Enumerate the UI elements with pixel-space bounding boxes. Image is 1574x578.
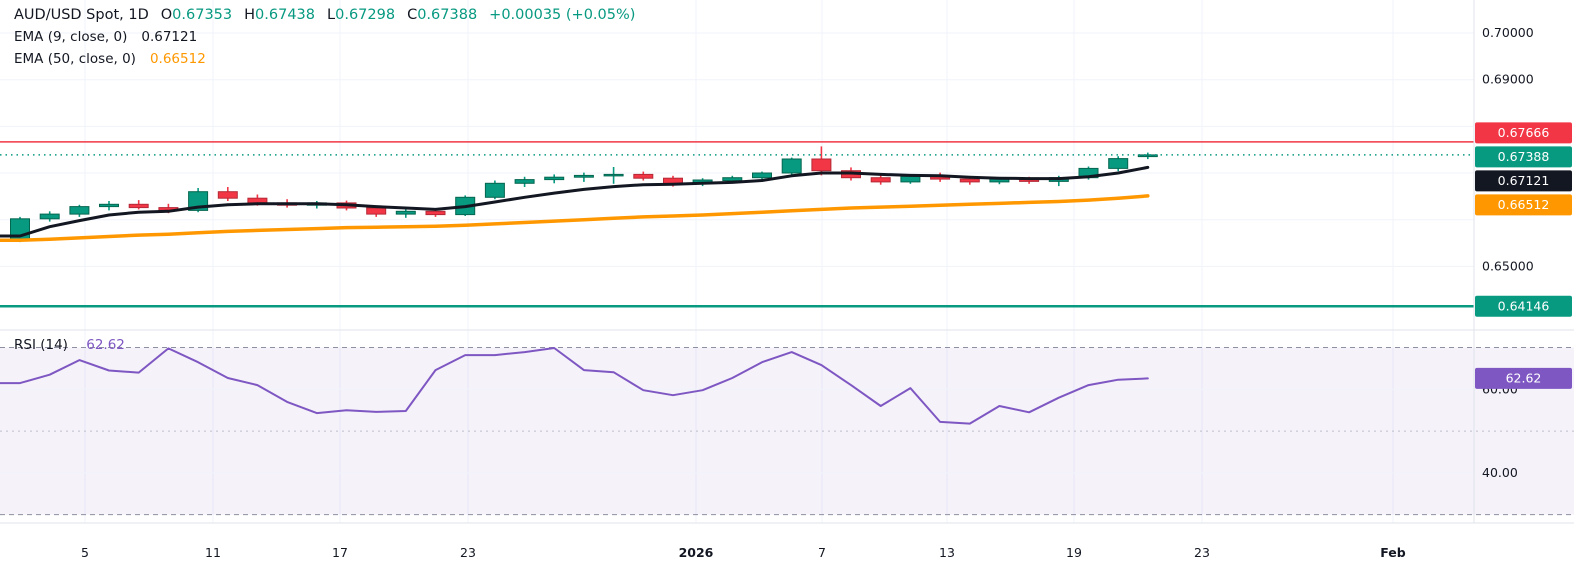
candle-body [366,207,387,215]
high-value: 0.67438 [255,7,316,23]
open-pair: O0.67353 [161,7,232,23]
rsi-label: RSI (14) [14,337,68,353]
time-axis-label: 5 [81,545,89,560]
high-pair: H0.67438 [244,7,315,23]
symbol-title: AUD/USD Spot, 1D [14,7,149,23]
price-badge [1475,170,1572,192]
candle-body [69,206,90,215]
price-badge [1475,122,1572,144]
time-axis-label: 13 [939,545,955,560]
candle-body [217,191,238,199]
candle-body [247,197,268,204]
price-badge-text: 0.67388 [1498,149,1550,164]
candle-body [959,178,980,183]
candle-body [633,173,654,179]
price-badge-text: 0.66512 [1498,197,1550,212]
candle-body [870,177,891,183]
time-axis-label: 2026 [679,545,714,560]
price-axis-label: 0.65000 [1482,258,1534,273]
candle-body [573,174,594,178]
price-badge [1475,146,1572,168]
candle-body [425,210,446,216]
ema50-value: 0.66512 [149,51,206,67]
time-axis-label: 23 [460,545,476,560]
high-label: H [244,7,256,23]
rsi-line [0,347,1149,425]
candle-body [811,158,832,172]
rsi-badge [1475,367,1572,389]
candle-body [781,158,802,174]
close-label: C [407,7,418,23]
open-value: 0.67353 [172,7,233,23]
price-badge-text: 0.67121 [1498,173,1550,188]
close-pair: C0.67388 [407,7,477,23]
rsi-axis-label: 40.00 [1482,465,1518,480]
rsi-legend-row[interactable]: RSI (14) 62.62 [14,337,125,353]
price-badge [1475,194,1572,216]
candle-body [484,182,505,198]
candle-body [752,172,772,179]
ema9-value: 0.67121 [141,29,198,45]
low-pair: L0.67298 [327,7,395,23]
change-value: +0.00035 (+0.05%) [489,7,636,23]
candle-body [603,173,624,177]
candle-body [544,176,565,181]
candle-body [1108,158,1129,169]
open-label: O [160,7,173,23]
ema9-label: EMA (9, close, 0) [14,29,128,45]
ema50-line [0,194,1150,242]
price-badge-text: 0.64146 [1498,299,1550,314]
time-axis-label: Feb [1380,545,1406,560]
low-value: 0.67298 [335,7,396,23]
time-axis-label: 23 [1194,545,1210,560]
rsi-badge-text: 62.62 [1506,371,1542,386]
candle-body [99,203,119,208]
ema9-line [0,165,1150,238]
ema9-legend-row[interactable]: EMA (9, close, 0) 0.67121 [14,29,635,45]
candle-body [722,177,743,181]
price-axis-label: 0.69000 [1482,72,1534,87]
ema50-legend-row[interactable]: EMA (50, close, 0) 0.66512 [14,51,635,67]
candle-body [514,179,535,184]
time-axis-label: 11 [205,545,221,560]
time-axis-label: 17 [332,545,348,560]
price-badge-text: 0.67666 [1498,125,1550,140]
low-label: L [327,7,336,23]
legend: AUD/USD Spot, 1D O0.67353 H0.67438 L0.67… [14,7,635,73]
candle-body [900,175,921,183]
price-axis-label: 0.70000 [1482,25,1534,40]
symbol-legend-row[interactable]: AUD/USD Spot, 1D O0.67353 H0.67438 L0.67… [14,7,635,23]
close-value: 0.67388 [417,7,478,23]
candle-body [39,213,60,220]
candle-body [128,203,149,209]
time-axis-label: 19 [1066,545,1082,560]
ema50-label: EMA (50, close, 0) [14,51,136,67]
price-badge [1475,295,1572,317]
candle-body [395,210,416,215]
candle-body [1137,154,1158,158]
rsi-value: 62.62 [86,337,125,353]
time-axis-label: 7 [818,545,826,560]
